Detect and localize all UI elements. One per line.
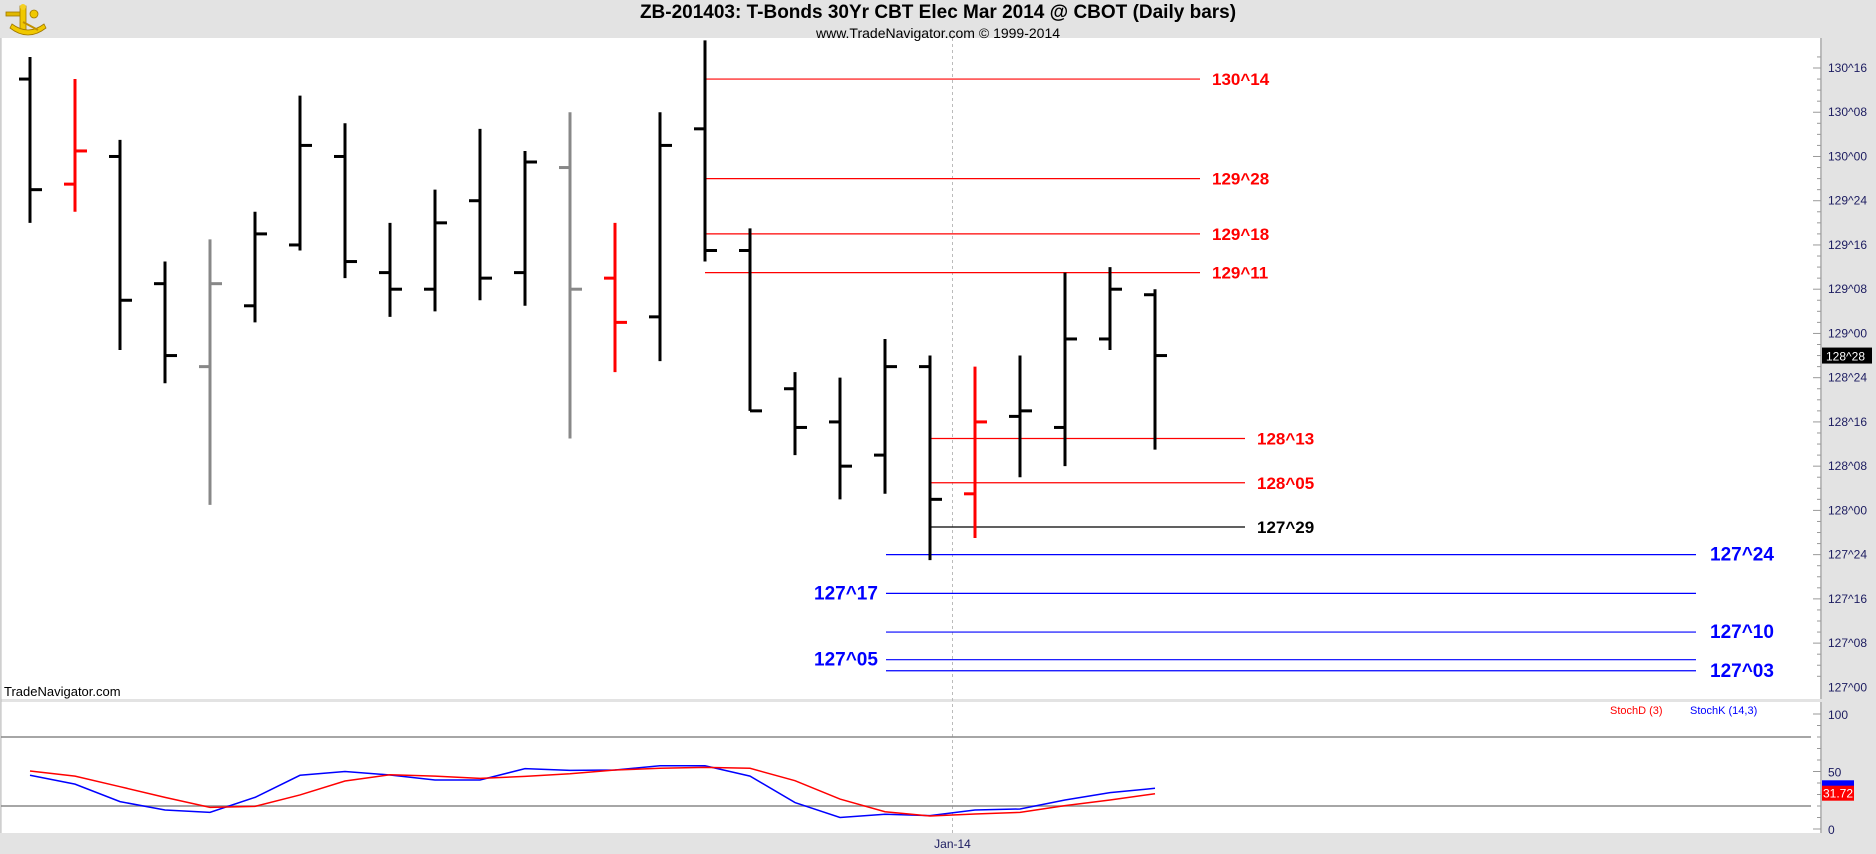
price-axis-label: 130^00 — [1828, 149, 1867, 163]
chart-subtitle: www.TradeNavigator.com © 1999-2014 — [815, 25, 1061, 41]
price-bar — [289, 95, 312, 251]
price-bar — [64, 79, 87, 212]
price-axis-label: 130^16 — [1828, 61, 1867, 75]
level-label: 128^13 — [1257, 430, 1314, 449]
price-bar — [739, 228, 762, 413]
level-label: 127^05 — [814, 650, 878, 671]
price-axis-label: 127^08 — [1828, 636, 1867, 650]
price-axis-label: 127^24 — [1828, 548, 1867, 562]
watermark-text: TradeNavigator.com — [4, 684, 121, 699]
price-bar — [1099, 267, 1122, 351]
price-bar — [109, 139, 132, 351]
level-label: 127^17 — [814, 583, 878, 604]
legend-entry: StochD (3) — [1610, 705, 1663, 717]
price-bar — [334, 123, 357, 279]
price-bar — [1054, 272, 1077, 467]
price-bar — [19, 56, 42, 223]
price-bar — [604, 222, 627, 373]
price-axis-label: 127^16 — [1828, 592, 1867, 606]
price-bar — [829, 377, 852, 500]
price-axis-label: 130^08 — [1828, 105, 1867, 119]
price-bar — [199, 239, 222, 505]
level-label: 127^10 — [1710, 622, 1774, 643]
price-axis-label: 128^08 — [1828, 459, 1867, 473]
level-label: 127^29 — [1257, 518, 1314, 537]
stoch-d-value-tag — [1822, 785, 1854, 801]
indicator-axis-label: 100 — [1828, 708, 1848, 722]
indicator-pane — [1, 702, 1821, 833]
price-axis-label: 128^24 — [1828, 371, 1867, 385]
level-label: 129^11 — [1212, 264, 1268, 283]
level-label: 127^03 — [1710, 661, 1774, 682]
level-label: 128^05 — [1257, 474, 1314, 493]
price-bar — [424, 189, 447, 312]
price-axis-label: 129^24 — [1828, 194, 1867, 208]
indicator-axis-label: 0 — [1828, 823, 1835, 837]
chart-title: ZB-201403: T-Bonds 30Yr CBT Elec Mar 201… — [639, 2, 1237, 23]
price-bar — [1009, 355, 1032, 478]
x-axis-label: Jan-14 — [934, 837, 971, 851]
price-axis-label: 129^16 — [1828, 238, 1867, 252]
price-axis-label: 127^00 — [1828, 680, 1867, 694]
price-bar — [874, 338, 897, 494]
price-axis-label: 128^16 — [1828, 415, 1867, 429]
last-price-tag — [1822, 347, 1872, 364]
price-bar — [1144, 289, 1167, 450]
price-axis-label: 129^08 — [1828, 282, 1867, 296]
legend-entry: StochK (14,3) — [1690, 705, 1757, 717]
price-bar — [514, 150, 537, 306]
last-price-label: 128^28 — [1826, 350, 1865, 364]
price-bar — [154, 261, 177, 384]
price-axis-label: 128^00 — [1828, 503, 1867, 517]
price-axis-label: 129^00 — [1828, 326, 1867, 340]
price-bar — [784, 372, 807, 456]
price-bar — [649, 112, 672, 362]
level-label: 127^24 — [1710, 545, 1774, 566]
price-bar — [964, 366, 987, 539]
stoch-k-line — [29, 765, 1156, 819]
level-label: 129^28 — [1212, 170, 1269, 189]
price-bar — [919, 355, 942, 561]
price-bar — [244, 211, 267, 323]
level-label: 129^18 — [1212, 225, 1269, 244]
price-bar — [694, 40, 717, 262]
level-label: 130^14 — [1212, 70, 1270, 89]
price-bar — [469, 128, 492, 301]
stoch-d-line — [29, 766, 1156, 817]
price-pane — [1, 38, 1821, 699]
price-bar — [559, 112, 582, 439]
price-bar — [379, 222, 402, 317]
sextant-logo-icon — [4, 2, 52, 47]
stoch-d-value-label: 31.72 — [1823, 787, 1853, 801]
indicator-axis-label: 50 — [1828, 766, 1842, 780]
